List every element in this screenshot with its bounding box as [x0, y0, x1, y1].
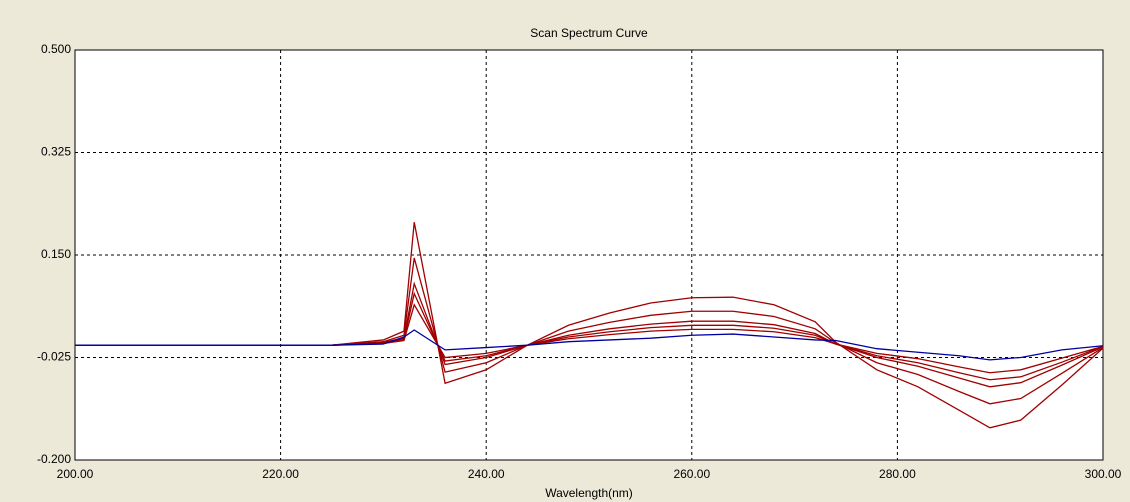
series-line [75, 281, 1104, 388]
series-line [75, 222, 1104, 429]
series-line [75, 329, 1104, 361]
x-tick-label: 240.00 [468, 467, 505, 481]
chart-title: Scan Spectrum Curve [530, 26, 648, 40]
x-tick-label: 300.00 [1085, 467, 1122, 481]
series-line [75, 257, 1104, 405]
x-tick-label: 220.00 [262, 467, 299, 481]
x-tick-label: 260.00 [673, 467, 710, 481]
y-tick-label: 0.150 [41, 247, 71, 261]
x-tick-label: 280.00 [879, 467, 916, 481]
series-line [75, 303, 1104, 374]
y-tick-label: -0.025 [37, 350, 71, 364]
y-tick-label: -0.200 [37, 452, 71, 466]
plot-area [74, 49, 1104, 461]
y-tick-label: 0.325 [41, 145, 71, 159]
series-line [75, 291, 1104, 381]
x-axis-label: Wavelength(nm) [545, 486, 633, 500]
y-tick-label: 0.500 [41, 42, 71, 56]
x-tick-label: 200.00 [57, 467, 94, 481]
